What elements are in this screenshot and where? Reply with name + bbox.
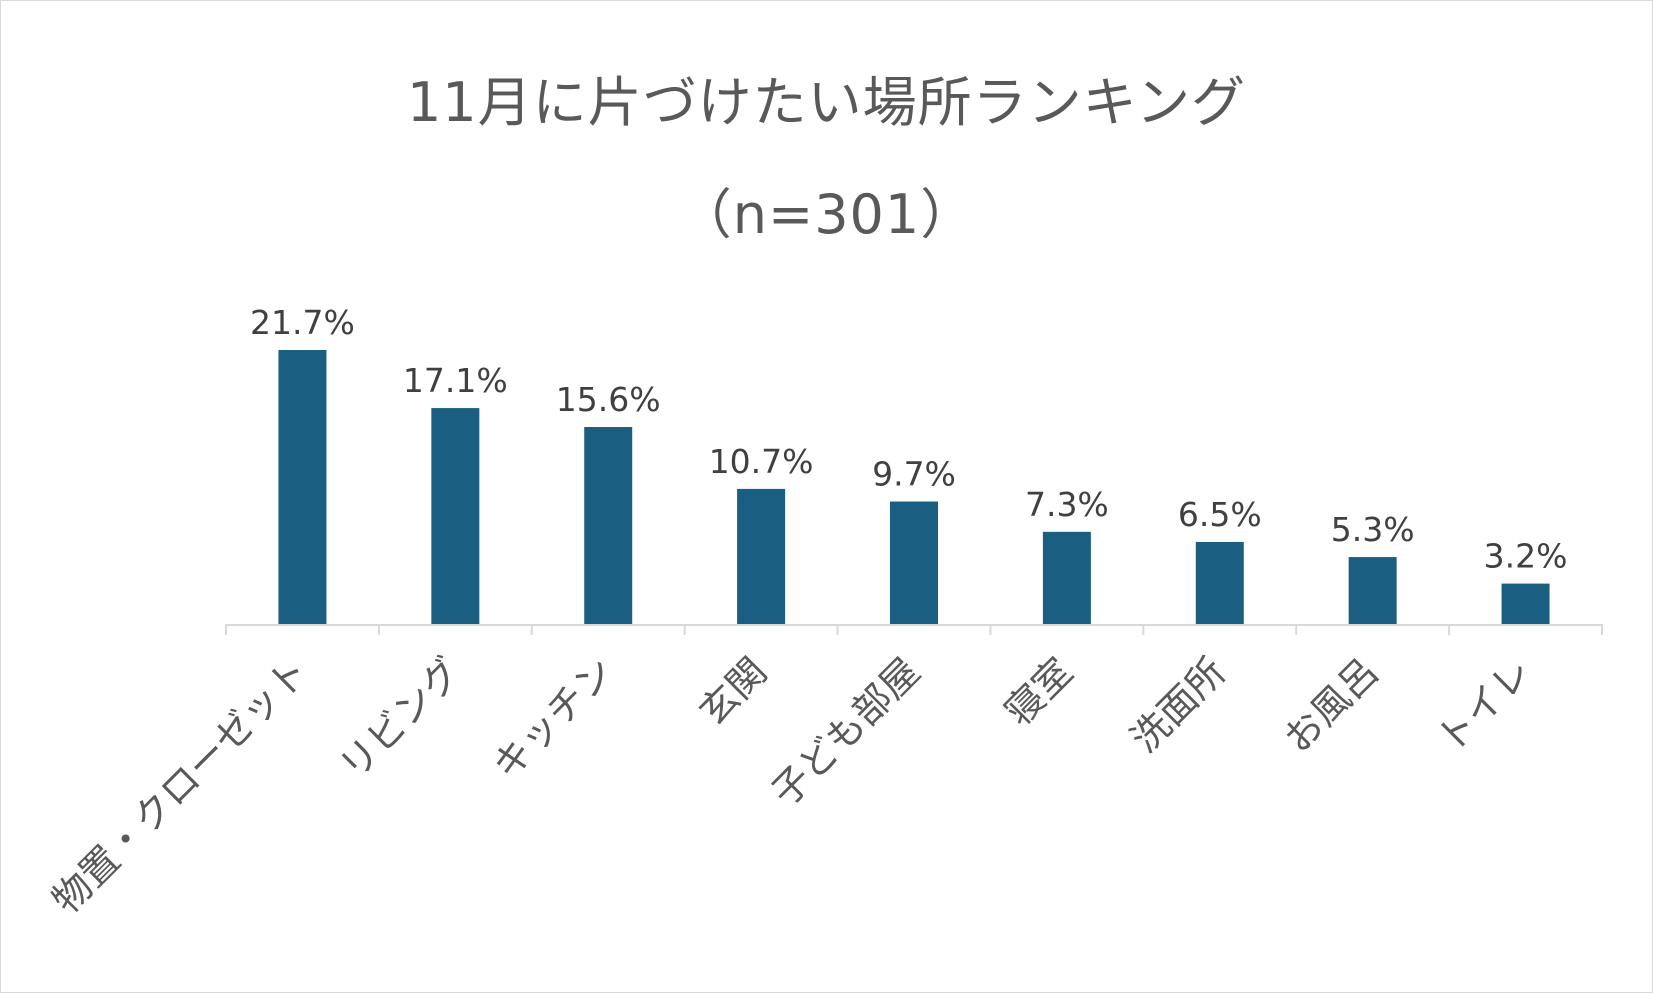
chart-title: 11月に片づけたい場所ランキング bbox=[406, 71, 1247, 134]
bar bbox=[737, 488, 786, 624]
bar bbox=[1501, 583, 1550, 624]
bar bbox=[431, 408, 480, 624]
category-label: リビング bbox=[331, 649, 470, 788]
bar bbox=[278, 350, 327, 624]
bar bbox=[584, 427, 633, 624]
data-label: 3.2% bbox=[1484, 537, 1568, 576]
category-label: お風呂 bbox=[1275, 649, 1387, 761]
bar bbox=[1042, 531, 1091, 624]
category-label: 物置・クローゼット bbox=[44, 649, 317, 922]
data-label: 9.7% bbox=[872, 455, 956, 494]
category-label: 寝室 bbox=[996, 649, 1081, 734]
data-label: 7.3% bbox=[1025, 485, 1109, 524]
category-label: 子ども部屋 bbox=[763, 649, 928, 814]
data-label: 10.7% bbox=[709, 442, 814, 481]
category-label: 洗面所 bbox=[1122, 649, 1234, 761]
data-label: 21.7% bbox=[250, 303, 355, 342]
category-label: 玄関 bbox=[691, 649, 776, 734]
bar bbox=[890, 501, 938, 624]
bar bbox=[1348, 557, 1397, 624]
data-label: 5.3% bbox=[1331, 510, 1415, 549]
data-label: 15.6% bbox=[556, 380, 661, 419]
category-label: キッチン bbox=[484, 649, 623, 788]
bar bbox=[1195, 541, 1244, 624]
data-label: 6.5% bbox=[1178, 495, 1262, 534]
data-label: 17.1% bbox=[403, 361, 508, 400]
category-label: トイレ bbox=[1428, 649, 1540, 761]
chart-subtitle: （n=301） bbox=[677, 183, 976, 246]
